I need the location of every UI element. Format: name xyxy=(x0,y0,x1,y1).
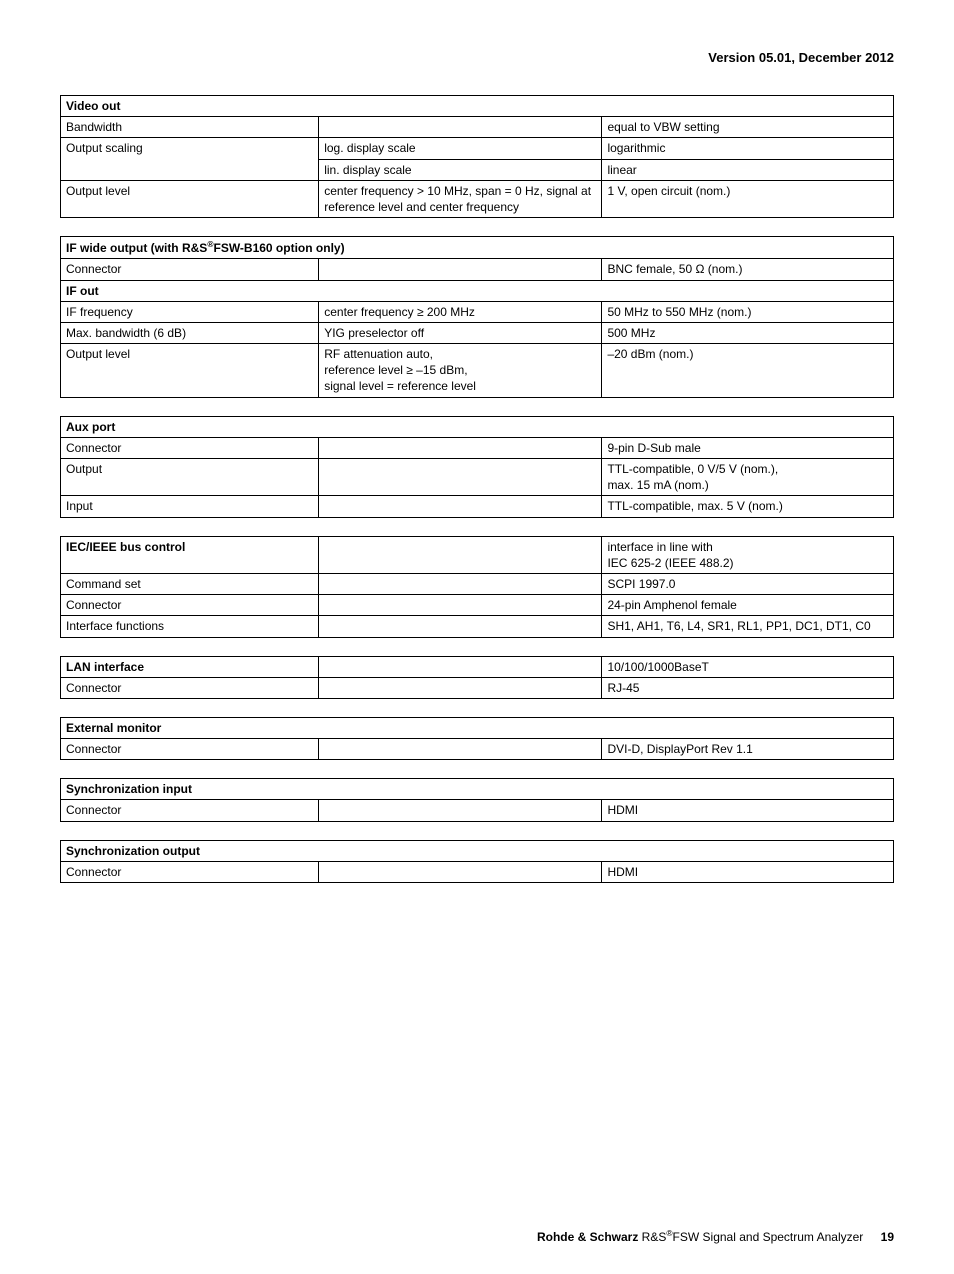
table-row: Input TTL-compatible, max. 5 V (nom.) xyxy=(61,496,894,517)
table-row: Interface functions SH1, AH1, T6, L4, SR… xyxy=(61,616,894,637)
if-out-subheader: IF out xyxy=(61,280,894,301)
table-aux-port: Aux port Connector 9-pin D-Sub male Outp… xyxy=(60,416,894,518)
page-number: 19 xyxy=(881,1230,894,1244)
table-row: Max. bandwidth (6 dB) YIG preselector of… xyxy=(61,322,894,343)
video-out-title: Video out xyxy=(61,96,894,117)
table-row: Command set SCPI 1997.0 xyxy=(61,573,894,594)
table-sync-output: Synchronization output Connector HDMI xyxy=(60,840,894,883)
table-row: Connector HDMI xyxy=(61,800,894,821)
table-row: Output TTL-compatible, 0 V/5 V (nom.), m… xyxy=(61,459,894,496)
table-row: IF frequency center frequency ≥ 200 MHz … xyxy=(61,301,894,322)
page-footer: Rohde & Schwarz R&S®FSW Signal and Spect… xyxy=(537,1228,894,1244)
if-wide-title: IF wide output (with R&S®FSW-B160 option… xyxy=(61,237,894,259)
table-row: Connector HDMI xyxy=(61,861,894,882)
table-row: LAN interface 10/100/1000BaseT xyxy=(61,656,894,677)
table-row: Connector BNC female, 50 Ω (nom.) xyxy=(61,259,894,280)
external-monitor-title: External monitor xyxy=(61,717,894,738)
sync-output-title: Synchronization output xyxy=(61,840,894,861)
table-if-wide: IF wide output (with R&S®FSW-B160 option… xyxy=(60,236,894,398)
aux-port-title: Aux port xyxy=(61,416,894,437)
page-version-header: Version 05.01, December 2012 xyxy=(60,50,894,65)
table-row: Connector 24-pin Amphenol female xyxy=(61,595,894,616)
table-row: Bandwidth equal to VBW setting xyxy=(61,117,894,138)
table-iec-ieee: IEC/IEEE bus control interface in line w… xyxy=(60,536,894,638)
table-video-out: Video out Bandwidth equal to VBW setting… xyxy=(60,95,894,218)
table-lan: LAN interface 10/100/1000BaseT Connector… xyxy=(60,656,894,699)
table-row: Connector RJ-45 xyxy=(61,677,894,698)
table-row: Connector 9-pin D-Sub male xyxy=(61,437,894,458)
table-row: Connector DVI-D, DisplayPort Rev 1.1 xyxy=(61,739,894,760)
table-sync-input: Synchronization input Connector HDMI xyxy=(60,778,894,821)
sync-input-title: Synchronization input xyxy=(61,779,894,800)
table-row: Output level center frequency > 10 MHz, … xyxy=(61,180,894,217)
table-row: IEC/IEEE bus control interface in line w… xyxy=(61,536,894,573)
table-external-monitor: External monitor Connector DVI-D, Displa… xyxy=(60,717,894,760)
table-row: Output level RF attenuation auto, refere… xyxy=(61,344,894,398)
table-row: Output scaling log. display scale logari… xyxy=(61,138,894,159)
footer-brand: Rohde & Schwarz xyxy=(537,1230,638,1244)
